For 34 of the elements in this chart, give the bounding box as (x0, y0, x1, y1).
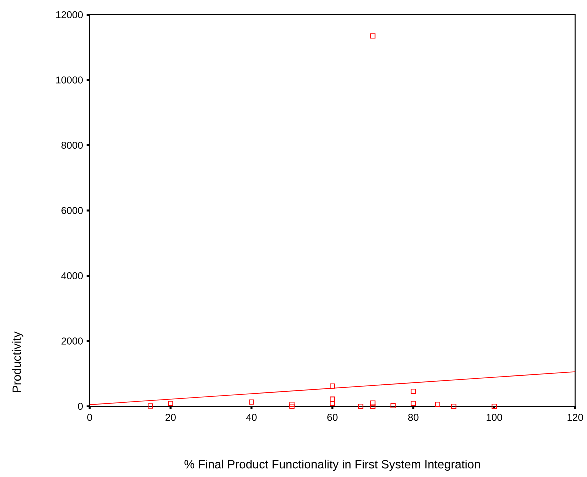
point (435, 402, 440, 407)
point (290, 402, 295, 407)
y-tick-label: 0 (78, 402, 84, 410)
x-tick-label: 20 (166, 414, 176, 421)
point (410, 388, 416, 394)
point (370, 404, 376, 409)
y-tick-label: 4000 (62, 272, 84, 280)
point (390, 403, 396, 408)
y-tick-label: 8000 (62, 142, 84, 149)
point (330, 384, 336, 389)
point (290, 404, 295, 409)
x-tick-label: 0 (88, 414, 92, 421)
point (168, 400, 174, 406)
y-axis-title: Productivity (12, 332, 24, 392)
point (410, 400, 416, 406)
y-tick-label: 2000 (62, 338, 84, 345)
x-tick-label: 40 (246, 414, 257, 421)
point (492, 404, 498, 409)
x-tick-label: 100 (486, 414, 502, 421)
point (451, 404, 457, 409)
point (370, 400, 376, 406)
point (249, 399, 254, 405)
point (370, 33, 376, 39)
y-tick-label: 12000 (56, 11, 84, 18)
point (330, 400, 336, 406)
point (148, 403, 154, 409)
x-tick-label: 60 (328, 414, 338, 421)
point (330, 396, 336, 402)
x-tick-label: 120 (568, 414, 584, 421)
x-axis-title: % Final Product Functionality in First System Integration (184, 460, 480, 471)
x-tick-label: 80 (408, 414, 419, 421)
y-tick-label: 6000 (62, 207, 84, 214)
point (358, 404, 364, 409)
y-tick-label: 10000 (56, 76, 84, 84)
